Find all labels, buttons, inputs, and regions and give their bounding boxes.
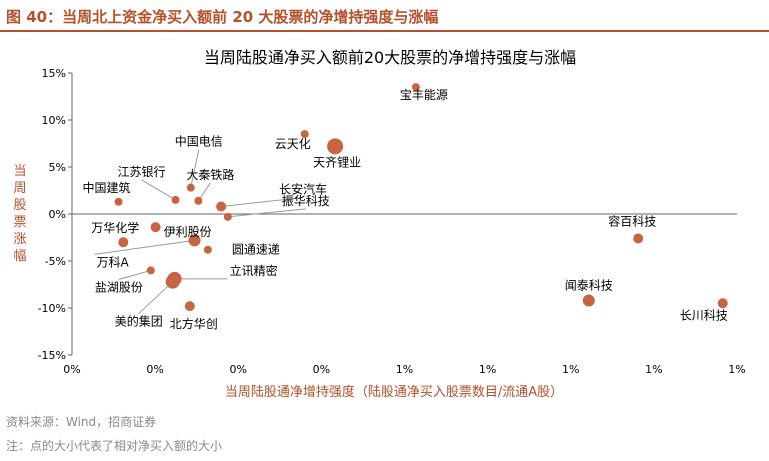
leader-line (138, 281, 174, 315)
figure-title: 图 40：当周北上资金净买入额前 20 大股票的净增持强度与涨幅 (6, 8, 439, 26)
data-point (146, 266, 155, 275)
point-label: 宝丰能源 (400, 88, 448, 102)
x-tick-label: 1% (645, 363, 662, 376)
y-tick-label: -15% (38, 349, 66, 362)
data-point (223, 212, 232, 221)
point-label: 大秦铁路 (186, 167, 234, 182)
x-tick-label: 1% (479, 363, 496, 376)
x-tick-label: 0% (230, 363, 247, 376)
data-points (114, 83, 728, 312)
y-tick-label: 10% (42, 114, 66, 127)
data-point (194, 196, 203, 205)
point-label: 立讯精密 (230, 263, 278, 278)
point-label: 中国建筑 (83, 180, 131, 195)
data-point (411, 83, 420, 92)
data-point (171, 195, 180, 204)
point-label: 容百科技 (608, 213, 656, 228)
y-tick-label: 0% (49, 208, 66, 221)
data-point (300, 130, 309, 139)
point-label: 云天化 (275, 137, 311, 151)
x-tick-label: 1% (728, 363, 745, 376)
y-tick-label: -5% (45, 255, 66, 268)
tick-labels: 15%10%5%0%-5%-10%-15%0% 0% 0% 0% 1% 1% 1% 1% 1% (38, 67, 746, 376)
figure-header: 图 40：当周北上资金净买入额前 20 大股票的净增持强度与涨幅 (0, 0, 769, 33)
point-label: 中国电信 (175, 134, 223, 149)
x-tick-label: 1% (396, 363, 413, 376)
data-point (327, 138, 344, 155)
data-point (186, 183, 195, 192)
data-point (114, 197, 123, 206)
point-label: 北方华创 (170, 316, 218, 331)
data-point (165, 274, 180, 289)
source-note: 资料来源：Wind，招商证券 (6, 415, 157, 429)
x-tick-label: 1% (562, 363, 579, 376)
data-point (203, 245, 212, 254)
point-label: 美的集团 (115, 314, 163, 329)
data-point (118, 237, 129, 248)
data-point (717, 298, 728, 309)
point-label: 盐湖股份 (95, 279, 143, 294)
chart-title: 当周陆股通净买入额前20大股票的净增持强度与涨幅 (204, 48, 576, 67)
data-point (582, 294, 595, 307)
x-tick-label: 0% (146, 363, 163, 376)
y-tick-label: -10% (38, 302, 66, 315)
size-note: 注：点的大小代表了相对净买入额的大小 (6, 439, 223, 453)
leader-line (94, 239, 195, 255)
point-label: 伊利股份 (164, 225, 212, 239)
x-axis-label: 当周陆股通净增持强度（陆股通净买入股票数目/流通A股） (225, 384, 563, 400)
point-label: 长安汽车 (279, 181, 327, 196)
leader-line (221, 196, 304, 207)
point-label: 江苏银行 (118, 165, 166, 179)
data-point (184, 301, 195, 312)
point-label: 万科A (97, 255, 130, 269)
leader-line (118, 269, 151, 280)
leader-line (141, 179, 176, 201)
y-tick-label: 15% (42, 67, 66, 80)
data-point (633, 233, 644, 244)
point-label: 万华化学 (91, 220, 139, 235)
point-label: 圆通速递 (232, 243, 280, 257)
point-label: 闻泰科技 (565, 278, 613, 292)
data-point (150, 222, 161, 233)
leader-line (190, 149, 200, 188)
y-tick-label: 5% (49, 161, 66, 174)
point-label: 振华科技 (282, 194, 330, 208)
header-rule (0, 30, 769, 32)
x-tick-label: 0% (313, 363, 330, 376)
point-label: 长川科技 (680, 308, 728, 322)
data-point (188, 234, 201, 247)
x-tick-label: 0% (63, 363, 80, 376)
data-point (216, 201, 227, 212)
axes (68, 72, 737, 356)
y-axis-label: 当周股票涨幅 (13, 164, 26, 264)
point-label: 天齐锂业 (313, 154, 361, 169)
leader-line (227, 208, 306, 218)
scatter-chart: 当周陆股通净买入额前20大股票的净增持强度与涨幅 15% 10% 5% 0% -5% -1… (13, 48, 746, 400)
